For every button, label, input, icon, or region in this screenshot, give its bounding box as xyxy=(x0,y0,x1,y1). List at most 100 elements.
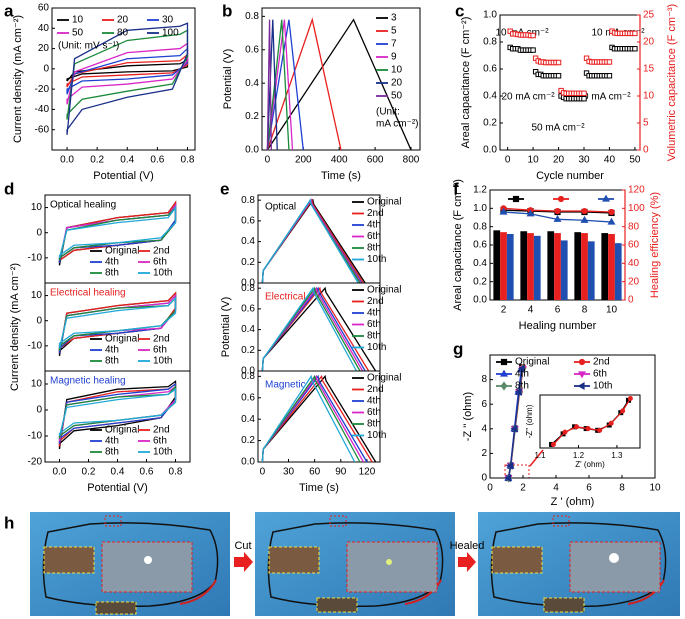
bar xyxy=(574,232,582,300)
legend-label: 7 xyxy=(391,39,397,50)
legend-label: 20 xyxy=(391,78,403,89)
series-line xyxy=(266,19,290,151)
marker xyxy=(555,73,562,79)
y-tick-label: 0.6 xyxy=(473,240,487,251)
legend-label: 10th xyxy=(153,447,172,458)
y-tick-label: 0 xyxy=(481,473,487,484)
annotation: 20 mA cm⁻² xyxy=(501,92,555,103)
legend-label: 6th xyxy=(153,257,167,268)
y2-tick-label: 25 xyxy=(643,10,655,21)
legend-label: 2nd xyxy=(593,357,610,368)
marker xyxy=(597,427,603,433)
y2-tick-label: 15 xyxy=(643,64,655,75)
series-line xyxy=(266,19,272,151)
legend-note: (Unit: xyxy=(376,107,400,118)
y-tick-label: 0.4 xyxy=(241,324,255,335)
legend-label: 8th xyxy=(105,268,119,279)
y-tick-label: 0.4 xyxy=(245,78,259,89)
y-tick-label: 0.6 xyxy=(241,304,255,315)
annotation: Magnetic healing xyxy=(50,376,126,387)
y-tick-label: 2 xyxy=(481,448,487,459)
legend-label: 6th xyxy=(593,369,607,380)
marker xyxy=(608,208,615,216)
series-line xyxy=(58,387,177,437)
arrow xyxy=(234,552,253,572)
y-tick-label: -60 xyxy=(35,124,50,135)
marker xyxy=(580,215,589,223)
annotation: Magnetic xyxy=(265,380,306,391)
series-line xyxy=(58,296,177,349)
y2-tick-label: 120 xyxy=(628,185,645,196)
y-tick-label: 20 xyxy=(38,43,50,54)
x-tick-label: 6 xyxy=(586,483,592,494)
legend-label: Original xyxy=(515,357,549,368)
legend-label: 8th xyxy=(515,381,529,392)
legend-label: Original xyxy=(105,246,139,257)
marker xyxy=(581,207,588,215)
y-tick-label: 0.8 xyxy=(245,11,259,22)
x-tick-label: 1.1 xyxy=(534,451,546,460)
x-tick-label: 60 xyxy=(309,467,321,478)
y-tick-label: 10 xyxy=(31,202,43,213)
y2-tick-label: 100 xyxy=(628,203,645,214)
panel-letter: h xyxy=(4,513,14,532)
y-axis-label: -Z '' (ohm) xyxy=(462,392,474,441)
marker xyxy=(555,59,562,66)
y-tick-label: 0.6 xyxy=(483,64,497,75)
y-tick-label: 0.4 xyxy=(473,258,487,269)
x-axis-label: Potential (V) xyxy=(87,482,148,494)
panel-letter: f xyxy=(453,179,459,198)
legend-label: 2nd xyxy=(153,246,170,257)
series-line xyxy=(266,19,278,151)
y-tick-label: 0.8 xyxy=(241,283,255,294)
panel-letter: b xyxy=(222,1,232,20)
y-axis-label: -Z'' (ohm) xyxy=(525,404,534,438)
bar xyxy=(608,234,615,300)
legend-label: 2nd xyxy=(367,296,384,307)
legend-label: 10th xyxy=(153,356,172,367)
marker xyxy=(562,429,568,435)
x-axis-label: Cycle number xyxy=(536,170,604,182)
bar xyxy=(601,233,609,300)
series-line xyxy=(266,19,294,151)
legend-label: 10th xyxy=(153,268,172,279)
legend-marker xyxy=(512,195,520,203)
photo xyxy=(30,512,230,616)
x-tick-label: 0.0 xyxy=(53,467,67,478)
plot-frame xyxy=(257,370,381,463)
y-axis-label: Current density (mA cm⁻²) xyxy=(9,263,21,391)
x-tick-label: 30 xyxy=(578,155,590,166)
legend-marker xyxy=(578,358,586,366)
marker xyxy=(530,47,536,53)
legend-label: 4th xyxy=(367,308,381,319)
x-tick-label: 20 xyxy=(553,155,565,166)
legend-label: 4th xyxy=(105,436,119,447)
y-tick-label: 10 xyxy=(31,290,43,301)
x-tick-label: 10 xyxy=(606,305,618,316)
x-axis-label: Time (s) xyxy=(299,482,339,494)
y2-tick-label: 20 xyxy=(643,37,655,48)
x-tick-label: 90 xyxy=(335,467,347,478)
legend-label: 10th xyxy=(593,381,612,392)
legend-marker xyxy=(577,382,585,390)
y-tick-label: 0.0 xyxy=(241,278,255,289)
y-tick-label: 0 xyxy=(36,405,42,416)
legend-marker xyxy=(500,369,508,377)
bar xyxy=(506,234,514,300)
x-tick-label: 0 xyxy=(505,155,511,166)
bar xyxy=(614,243,622,300)
x-tick-label: 50 xyxy=(629,155,641,166)
marker xyxy=(554,207,561,215)
legend-label: 8th xyxy=(367,419,381,430)
y-tick-label: 8 xyxy=(481,374,487,385)
y-axis-label: Current density (mA cm⁻²) xyxy=(12,15,24,143)
y-tick-label: 0.0 xyxy=(473,295,487,306)
y2-tick-label: 20 xyxy=(628,276,640,287)
legend-label: Original xyxy=(105,334,139,345)
series-line xyxy=(66,47,189,95)
y-tick-label: -40 xyxy=(35,104,50,115)
x-tick-label: 0 xyxy=(265,155,271,166)
annotation: Optical healing xyxy=(50,200,116,211)
y-tick-label: 40 xyxy=(38,23,50,34)
marker xyxy=(632,46,638,52)
